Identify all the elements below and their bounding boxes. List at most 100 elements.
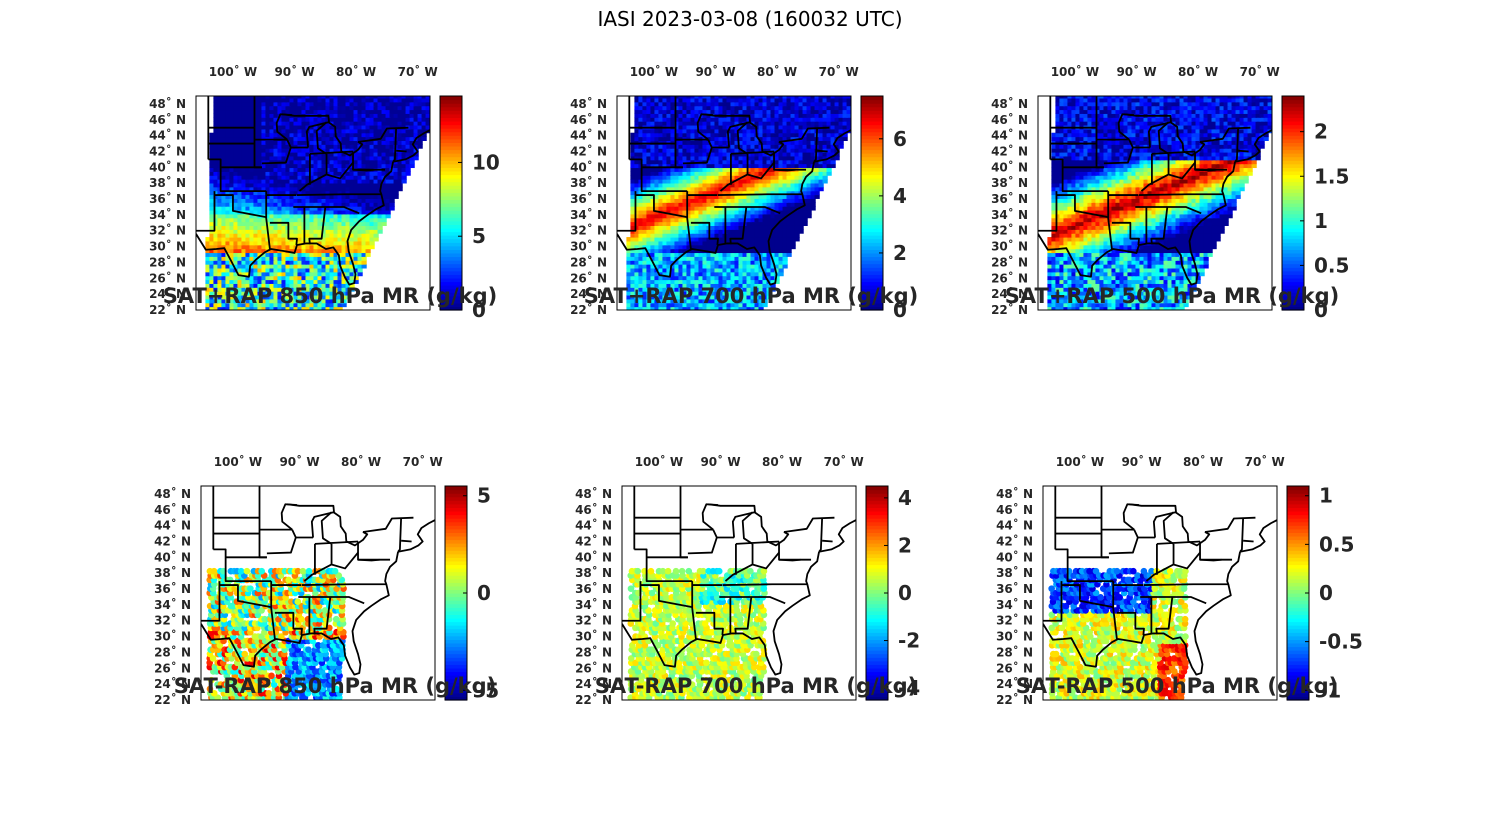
data-cell bbox=[365, 121, 371, 126]
data-cell bbox=[285, 128, 291, 134]
data-cell bbox=[726, 275, 732, 281]
data-cell bbox=[806, 202, 812, 207]
data-cell bbox=[281, 117, 287, 122]
data-cell bbox=[233, 260, 239, 265]
data-cell bbox=[281, 271, 287, 277]
data-cell bbox=[269, 96, 275, 99]
data-cell bbox=[718, 198, 724, 203]
data-cell bbox=[301, 283, 307, 288]
data-cell bbox=[353, 171, 359, 176]
data-cell bbox=[666, 179, 672, 184]
data-cell bbox=[325, 244, 331, 250]
data-cell bbox=[213, 105, 219, 111]
data-cell bbox=[722, 291, 728, 296]
data-cell bbox=[281, 113, 287, 118]
data-cell bbox=[233, 109, 239, 114]
data-cell bbox=[794, 175, 800, 180]
data-cell bbox=[718, 121, 724, 126]
data-cell bbox=[253, 252, 259, 257]
data-cell bbox=[670, 113, 676, 118]
data-cell bbox=[634, 171, 640, 176]
colorbar-band bbox=[440, 113, 462, 118]
data-cell bbox=[646, 287, 652, 292]
data-cell bbox=[662, 287, 668, 292]
data-cell bbox=[658, 152, 664, 157]
data-cell bbox=[301, 105, 307, 111]
data-cell bbox=[269, 229, 275, 234]
data-cell bbox=[822, 136, 828, 141]
data-cell bbox=[702, 221, 708, 226]
data-cell bbox=[289, 97, 295, 103]
data-cell bbox=[702, 186, 708, 192]
data-cell bbox=[674, 144, 680, 149]
data-cell bbox=[357, 271, 363, 277]
data-cell bbox=[826, 117, 832, 122]
data-cell bbox=[678, 229, 684, 234]
data-cell bbox=[369, 140, 375, 145]
data-cell bbox=[353, 152, 359, 157]
data-cell bbox=[353, 233, 359, 238]
data-cell bbox=[766, 267, 772, 273]
data-cell bbox=[213, 213, 219, 219]
data-cell bbox=[650, 295, 656, 300]
data-cell bbox=[698, 210, 704, 215]
data-cell bbox=[249, 221, 255, 226]
data-cell bbox=[249, 229, 255, 234]
data-cell bbox=[670, 248, 676, 254]
data-cell bbox=[225, 105, 231, 111]
data-cell bbox=[245, 295, 251, 300]
data-cell bbox=[373, 105, 379, 111]
data-cell bbox=[742, 136, 748, 141]
data-cell bbox=[626, 256, 632, 261]
data-cell bbox=[718, 182, 724, 188]
data-cell bbox=[353, 256, 359, 261]
data-cell bbox=[297, 167, 303, 172]
data-cell bbox=[345, 105, 351, 111]
data-cell bbox=[337, 291, 343, 296]
data-cell bbox=[269, 128, 275, 134]
data-cell bbox=[257, 190, 263, 196]
data-cell bbox=[674, 283, 680, 288]
data-cell bbox=[349, 148, 355, 153]
data-cell bbox=[786, 244, 792, 250]
data-cell bbox=[754, 124, 760, 130]
data-cell bbox=[750, 190, 756, 196]
data-cell bbox=[293, 132, 299, 138]
data-cell bbox=[714, 225, 720, 230]
data-cell bbox=[353, 186, 359, 192]
data-cell bbox=[317, 213, 323, 219]
data-cell bbox=[241, 194, 247, 199]
data-cell bbox=[401, 148, 407, 153]
data-cell bbox=[810, 155, 816, 161]
data-cell bbox=[229, 190, 235, 196]
data-cell bbox=[734, 217, 740, 223]
data-cell bbox=[273, 213, 279, 219]
data-cell bbox=[261, 287, 267, 292]
data-cell bbox=[738, 155, 744, 161]
data-cell bbox=[754, 298, 760, 304]
data-cell bbox=[421, 105, 427, 111]
data-cell bbox=[734, 190, 740, 196]
data-cell bbox=[782, 155, 788, 161]
data-cell bbox=[233, 287, 239, 292]
data-cell bbox=[293, 206, 299, 211]
data-cell bbox=[806, 140, 812, 145]
data-cell bbox=[818, 132, 824, 138]
data-cell bbox=[646, 159, 652, 165]
data-cell bbox=[746, 144, 752, 149]
data-cell bbox=[229, 175, 235, 180]
data-cell bbox=[253, 97, 259, 103]
data-cell bbox=[690, 225, 696, 230]
data-cell bbox=[782, 194, 788, 199]
data-cell bbox=[658, 267, 664, 273]
data-cell bbox=[245, 113, 251, 118]
data-cell bbox=[289, 171, 295, 176]
data-cell bbox=[714, 298, 720, 304]
data-cell bbox=[762, 260, 768, 265]
data-cell bbox=[365, 190, 371, 196]
data-cell bbox=[353, 229, 359, 234]
data-cell bbox=[253, 144, 259, 149]
data-cell bbox=[630, 148, 636, 153]
data-cell bbox=[770, 117, 776, 122]
data-cell bbox=[774, 194, 780, 199]
